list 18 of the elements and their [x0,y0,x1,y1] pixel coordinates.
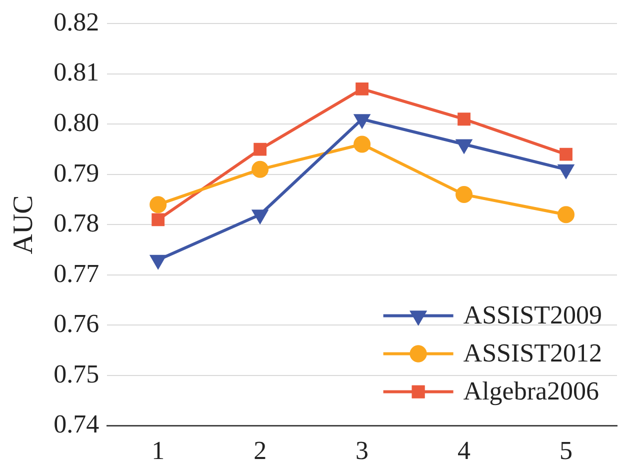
y-tick-label: 0.81 [54,58,100,87]
y-tick-label: 0.82 [54,7,100,36]
legend-label: Algebra2006 [463,376,600,406]
x-tick-label: 2 [254,436,267,466]
x-tick-label: 5 [560,436,573,466]
x-tick-label: 3 [356,436,369,466]
legend-label: ASSIST2012 [463,338,602,368]
x-tick-label: 1 [152,436,165,466]
y-tick-label: 0.76 [54,309,100,338]
y-tick-label: 0.74 [54,410,100,439]
y-tick-label: 0.78 [54,208,100,238]
y-tick-label: 0.79 [54,158,100,188]
legend-label: ASSIST2009 [463,300,602,330]
y-tick-label: 0.80 [54,108,100,137]
y-axis-title: AUC [8,195,40,254]
y-tick-label: 0.75 [54,359,100,388]
x-tick-label: 4 [458,436,471,466]
y-tick-label: 0.77 [54,258,100,288]
